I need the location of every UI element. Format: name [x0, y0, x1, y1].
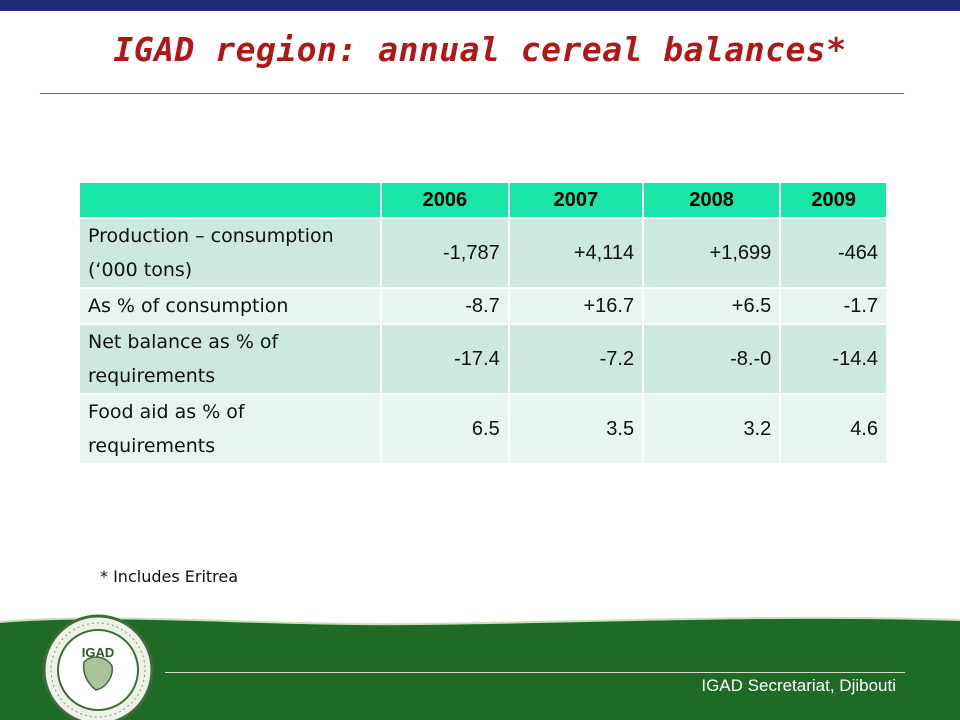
- row-label-line: As % of consumption: [88, 295, 289, 317]
- table-cell: +6.5: [642, 287, 782, 325]
- row-label: Production – consumption (‘000 tons): [78, 217, 382, 289]
- table-corner-cell: [78, 181, 382, 219]
- slide-title: IGAD region: annual cereal balances*: [113, 30, 847, 69]
- title-divider: [40, 93, 904, 94]
- table-cell: -1.7: [779, 287, 888, 325]
- igad-logo-icon: IGAD: [42, 614, 154, 720]
- year-header: 2006: [380, 181, 510, 219]
- row-label-line: Net balance as % of: [88, 331, 279, 353]
- table-cell: 4.6: [779, 393, 888, 465]
- table-cell: +1,699: [642, 217, 782, 289]
- table-cell: -7.2: [507, 323, 645, 395]
- table-cell: 3.2: [642, 393, 782, 465]
- table-header-row: 2006 2007 2008 2009: [78, 181, 888, 219]
- table-row: As % of consumption -8.7 +16.7 +6.5 -1.7: [78, 287, 888, 325]
- table-cell: -8.7: [380, 287, 510, 325]
- table-cell: +16.7: [507, 287, 645, 325]
- row-label-line: requirements: [88, 365, 216, 387]
- footer-band: IGAD: [0, 614, 960, 720]
- footnote: * Includes Eritrea: [100, 567, 239, 586]
- table-cell: 3.5: [507, 393, 645, 465]
- row-label-line: (‘000 tons): [88, 259, 193, 281]
- footer-caption: IGAD Secretariat, Djibouti: [701, 676, 896, 695]
- table-cell: -464: [779, 217, 888, 289]
- logo-text: IGAD: [82, 645, 115, 660]
- table-cell: -17.4: [380, 323, 510, 395]
- row-label-line: Food aid as % of: [88, 401, 245, 423]
- year-header: 2009: [779, 181, 888, 219]
- top-bar: [0, 0, 960, 11]
- year-header: 2008: [642, 181, 782, 219]
- cereal-balance-table: 2006 2007 2008 2009 Production – consump…: [78, 181, 888, 465]
- row-label: As % of consumption: [78, 287, 382, 325]
- row-label-line: Production – consumption: [88, 225, 334, 247]
- table-cell: 6.5: [380, 393, 510, 465]
- table-cell: +4,114: [507, 217, 645, 289]
- table-row: Food aid as % of requirements 6.5 3.5 3.…: [78, 393, 888, 465]
- table-row: Production – consumption (‘000 tons) -1,…: [78, 217, 888, 289]
- row-label-line: requirements: [88, 435, 216, 457]
- row-label: Net balance as % of requirements: [78, 323, 382, 395]
- table-row: Net balance as % of requirements -17.4 -…: [78, 323, 888, 395]
- footer-divider: [165, 672, 905, 673]
- table-cell: -14.4: [779, 323, 888, 395]
- year-header: 2007: [507, 181, 645, 219]
- table-cell: -8.-0: [642, 323, 782, 395]
- row-label: Food aid as % of requirements: [78, 393, 382, 465]
- table-cell: -1,787: [380, 217, 510, 289]
